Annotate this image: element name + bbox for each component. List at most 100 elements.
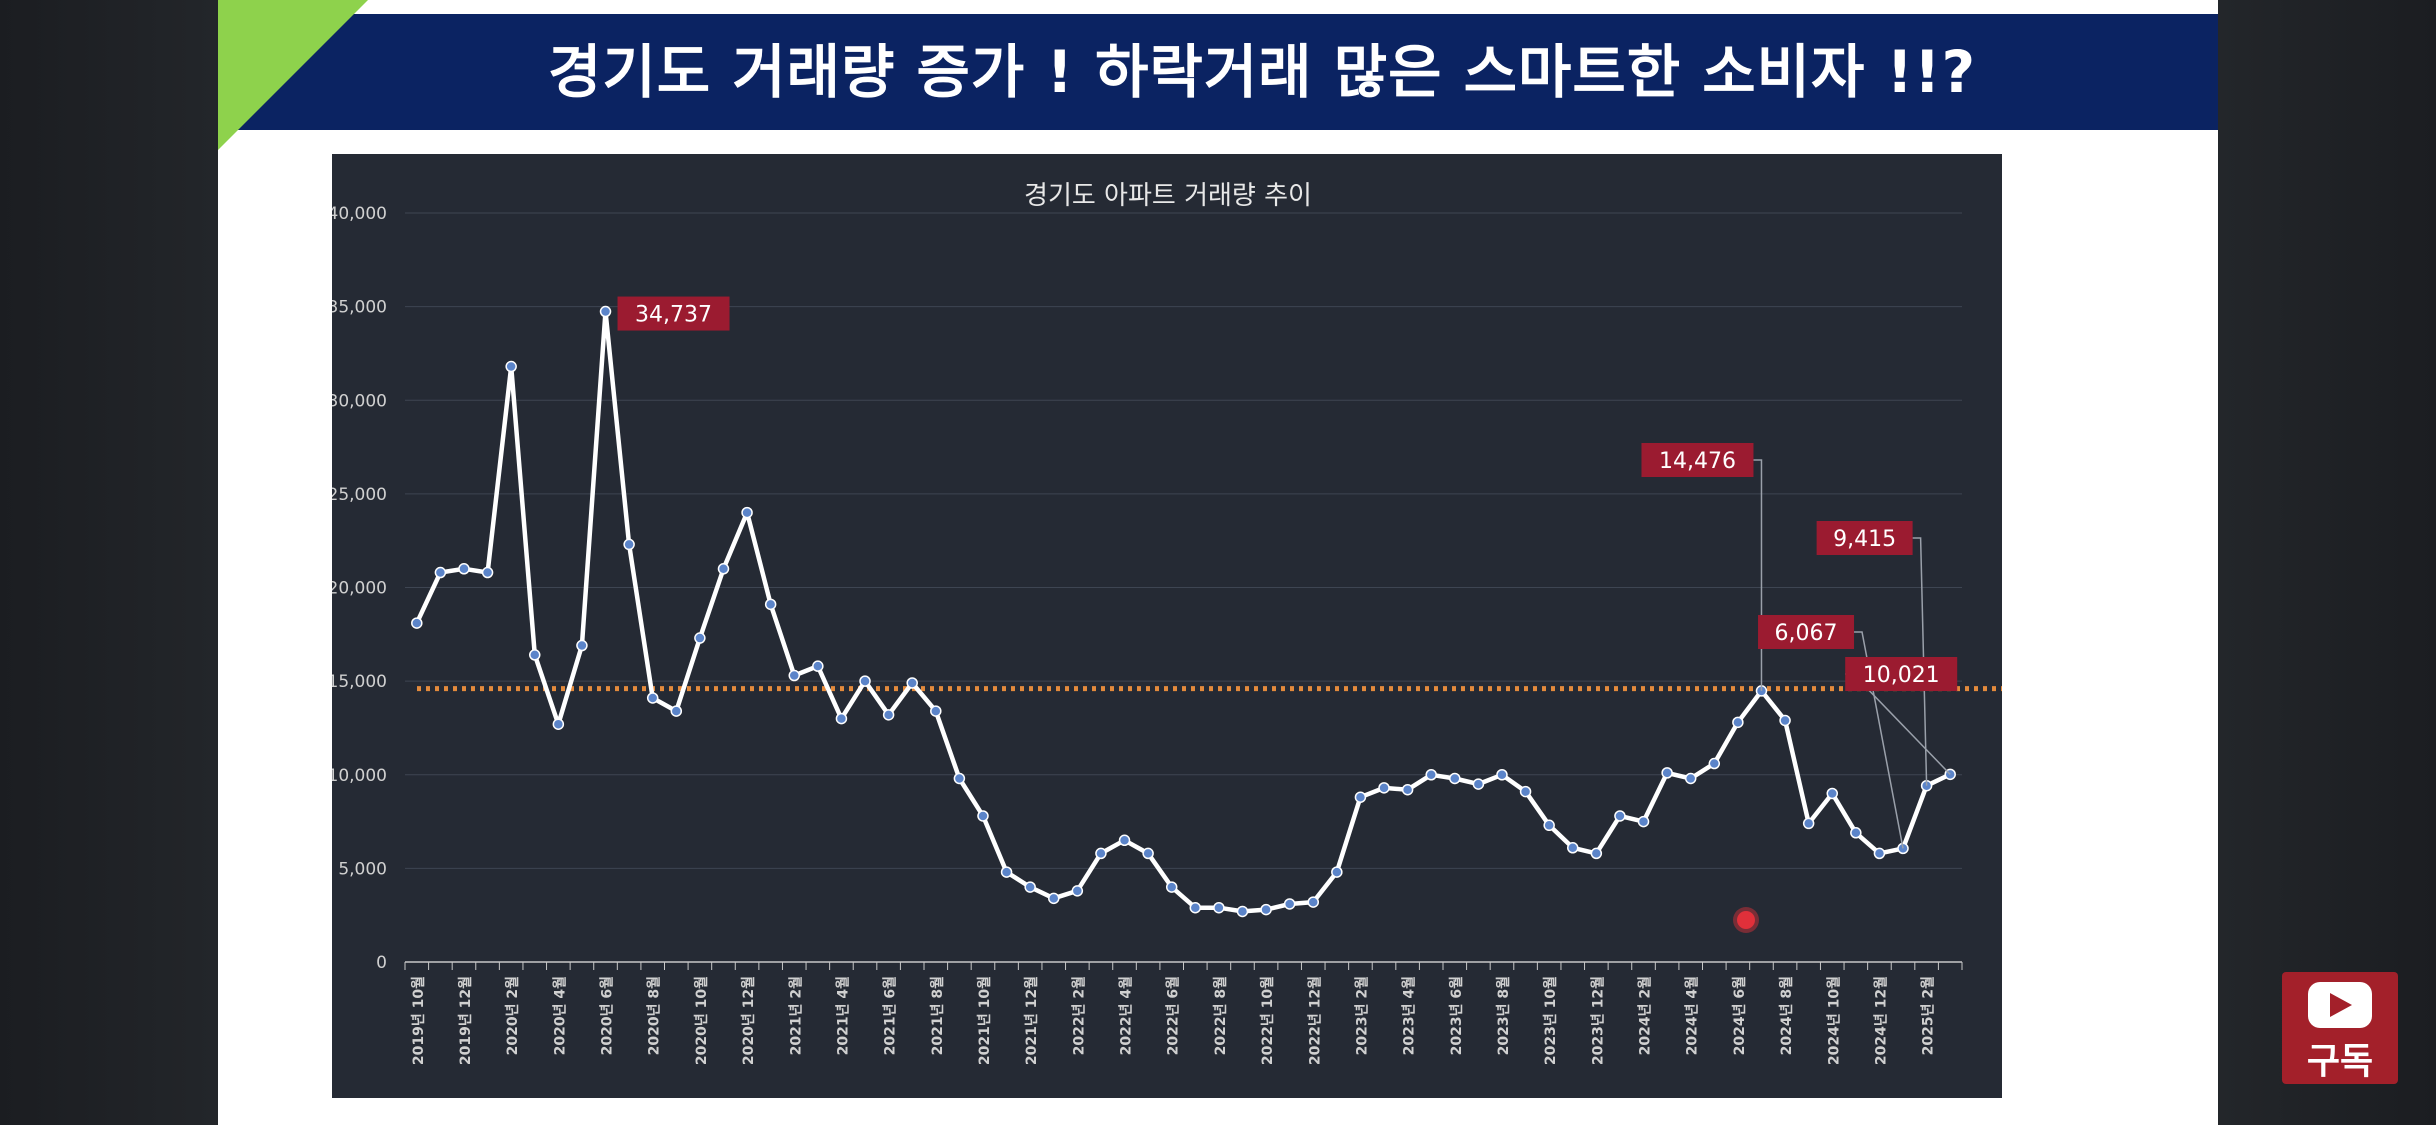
data-point — [1590, 847, 1603, 860]
callout-box — [617, 296, 730, 331]
youtube-play-icon — [2308, 982, 2372, 1028]
callout-group: 34,737 14,476 6,067 9,415 10,021 — [617, 296, 1958, 849]
data-point — [694, 632, 706, 644]
data-point — [835, 712, 848, 725]
banner-title: 경기도 거래량 증가 ! 하락거래 많은 스마트한 소비자 !!? — [548, 38, 1977, 106]
data-point — [1614, 810, 1626, 822]
data-point — [1331, 866, 1343, 878]
x-tick-label: 2020년 12월 — [740, 976, 757, 1065]
x-tick-label: 2023년 4월 — [1401, 976, 1418, 1055]
data-point — [764, 598, 777, 611]
data-point — [1732, 716, 1744, 729]
data-label: 6,067 — [1775, 621, 1838, 646]
pointer-dot — [1737, 911, 1755, 929]
y-tick-label: 0 — [376, 953, 387, 973]
data-point — [1260, 903, 1272, 916]
title-banner — [218, 14, 2218, 130]
chart-panel: 경기도 아파트 거래량 추이 0 5,000 10,000 15,000 20,000 2… — [332, 154, 2002, 1098]
data-point — [623, 538, 635, 551]
data-point — [717, 563, 730, 575]
x-tick-label: 2023년 8월 — [1495, 976, 1512, 1055]
x-tick-label: 2023년 2월 — [1353, 976, 1370, 1055]
x-tick-label: 2019년 12월 — [457, 976, 474, 1065]
data-point — [812, 660, 824, 672]
y-tick-label: 15,000 — [332, 672, 387, 692]
data-point — [1142, 847, 1154, 860]
data-point — [1307, 896, 1319, 908]
data-point — [1213, 901, 1225, 914]
x-axis-ticks: 2019년 10월 2019년 12월 2020년 2월 2020년 4월 2020년 … — [404, 962, 1963, 1065]
x-tick-label: 2022년 8월 — [1212, 976, 1229, 1055]
x-tick-label: 2021년 4월 — [834, 976, 851, 1055]
data-point — [1472, 778, 1485, 790]
x-tick-label: 2021년 12월 — [1023, 976, 1040, 1065]
data-point — [1543, 819, 1555, 832]
y-tick-label: 25,000 — [332, 485, 387, 505]
x-tick-label: 2024년 6월 — [1731, 976, 1748, 1055]
y-tick-label: 5,000 — [338, 859, 387, 879]
accent-triangle — [218, 0, 368, 150]
x-tick-label: 2024년 4월 — [1684, 976, 1701, 1055]
data-point — [1425, 769, 1437, 781]
data-point — [1567, 842, 1579, 854]
data-point — [930, 705, 942, 717]
subscribe-label: 구독 — [2306, 1041, 2374, 1082]
left-letterbox — [0, 0, 218, 1125]
data-point — [458, 563, 470, 575]
data-label: 34,737 — [635, 303, 712, 328]
callout-box — [1641, 443, 1754, 477]
data-point — [1850, 827, 1862, 839]
subscribe-button[interactable]: 구독 — [2282, 972, 2398, 1084]
y-tick-label: 30,000 — [332, 391, 387, 411]
y-tick-label: 20,000 — [332, 579, 387, 599]
x-tick-label: 2020년 4월 — [551, 976, 568, 1055]
x-tick-label: 2024년 12월 — [1872, 976, 1889, 1065]
chart-title: 경기도 아파트 거래량 추이 — [1024, 181, 1312, 211]
data-point — [906, 677, 918, 689]
y-tick-label: 40,000 — [332, 204, 387, 224]
x-tick-label: 2019년 10월 — [410, 976, 427, 1065]
data-point — [1802, 817, 1815, 830]
data-label: 14,476 — [1659, 449, 1736, 474]
data-point — [1496, 769, 1508, 781]
data-point — [529, 649, 541, 661]
y-tick-label: 10,000 — [332, 766, 387, 786]
data-point — [1283, 898, 1296, 910]
callout-box — [1758, 615, 1855, 649]
data-point — [552, 718, 565, 730]
data-point — [1708, 757, 1721, 770]
data-point — [1873, 847, 1886, 860]
data-point — [1401, 783, 1414, 796]
x-tick-label: 2022년 4월 — [1118, 976, 1135, 1055]
data-point — [1071, 885, 1084, 897]
data-point — [670, 705, 683, 717]
data-point — [1024, 881, 1036, 893]
data-point — [576, 639, 588, 652]
data-point — [1684, 772, 1697, 785]
callout-leader — [1854, 631, 1904, 849]
x-tick-label: 2022년 10월 — [1259, 976, 1276, 1065]
data-point — [859, 675, 871, 687]
data-point — [1048, 892, 1060, 905]
data-point — [1449, 772, 1461, 785]
x-tick-label: 2025년 2월 — [1920, 976, 1937, 1055]
data-point — [1354, 791, 1367, 803]
data-point — [1779, 714, 1791, 727]
x-tick-label: 2021년 2월 — [787, 976, 804, 1055]
data-point — [1637, 815, 1650, 828]
data-point — [741, 506, 753, 519]
x-tick-label: 2020년 6월 — [599, 976, 616, 1055]
x-tick-label: 2021년 8월 — [929, 976, 946, 1055]
x-tick-label: 2022년 12월 — [1306, 976, 1323, 1065]
data-point — [1378, 782, 1390, 794]
data-label: 10,021 — [1863, 663, 1940, 688]
callout-box — [1816, 521, 1913, 555]
data-point — [1826, 787, 1838, 800]
data-label: 9,415 — [1833, 527, 1896, 552]
x-tick-label: 2023년 12월 — [1589, 976, 1606, 1065]
x-tick-label: 2023년 10월 — [1542, 976, 1559, 1065]
marker-group — [411, 305, 1956, 918]
x-tick-label: 2023년 6월 — [1448, 976, 1465, 1055]
data-point — [977, 810, 989, 822]
data-point — [1118, 834, 1131, 847]
